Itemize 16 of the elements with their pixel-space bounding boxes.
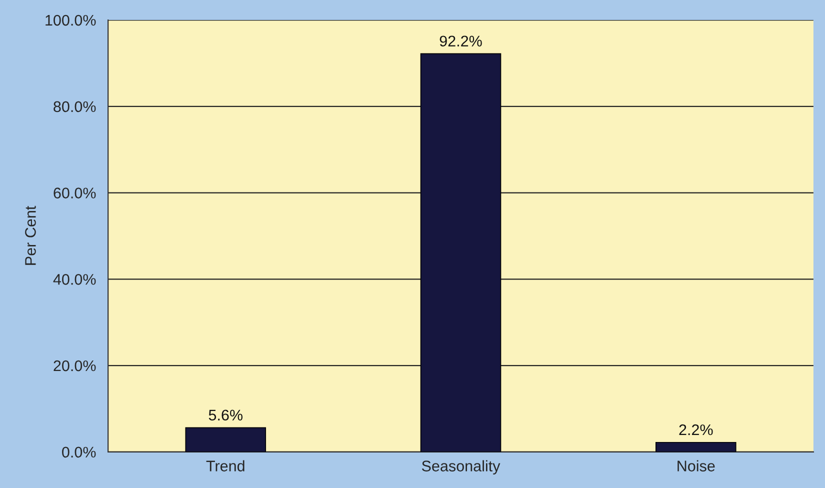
x-tick-label: Trend bbox=[206, 460, 244, 472]
bar bbox=[655, 442, 736, 452]
y-tick-label: 60.0% bbox=[54, 188, 96, 198]
data-label: 2.2% bbox=[679, 424, 713, 436]
x-tick-label: Seasonality bbox=[422, 460, 500, 474]
x-tick-label: Noise bbox=[678, 460, 715, 472]
data-label: 5.6% bbox=[208, 410, 243, 421]
data-label: 92.2% bbox=[440, 36, 482, 47]
y-tick-label: 100.0% bbox=[46, 14, 96, 26]
bar bbox=[185, 427, 266, 452]
y-tick-label: 40.0% bbox=[53, 274, 96, 285]
y-tick-label: 80.0% bbox=[54, 101, 96, 112]
y-axis-title: Per Cent bbox=[25, 206, 36, 265]
bar bbox=[420, 53, 502, 452]
y-tick-label: 20.0% bbox=[54, 360, 96, 372]
y-tick-label: 0.0% bbox=[62, 446, 96, 458]
